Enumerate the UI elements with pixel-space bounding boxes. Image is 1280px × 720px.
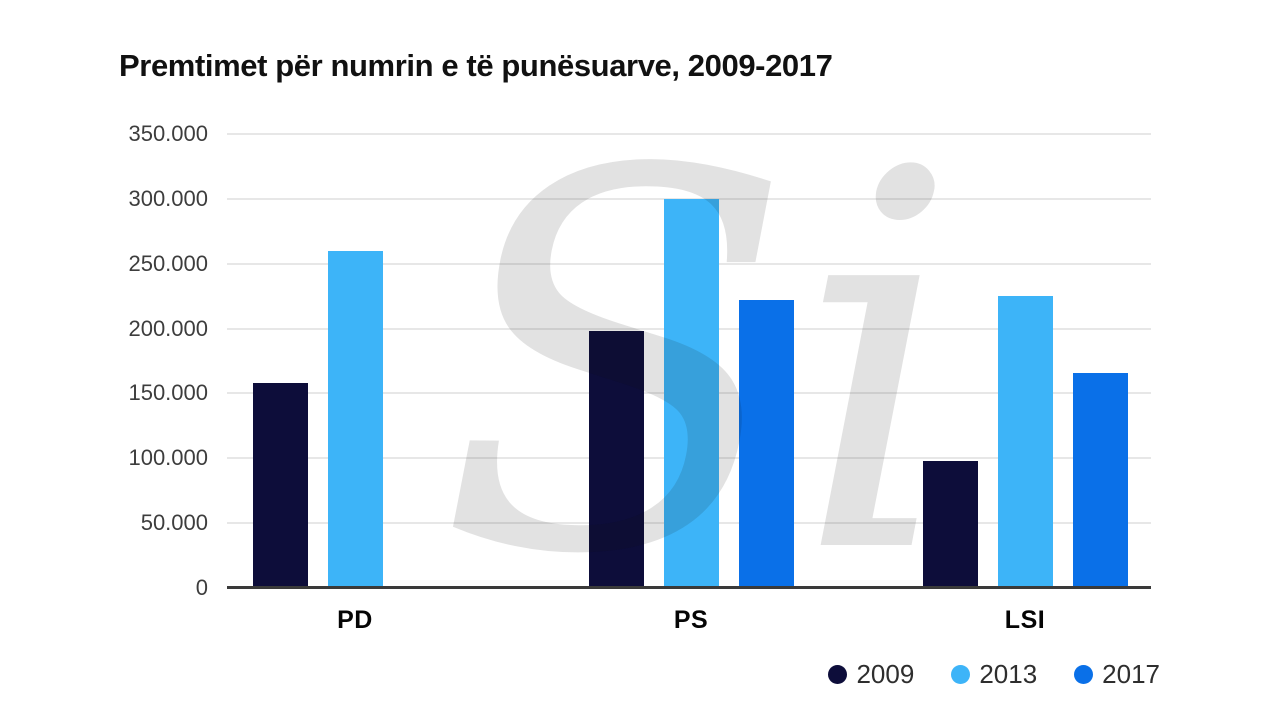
x-category-label-LSI: LSI xyxy=(1004,606,1046,634)
bar-PD-2009 xyxy=(252,383,308,588)
legend-dot-icon-2013 xyxy=(951,664,971,684)
bar-PD-2013 xyxy=(327,250,383,588)
chart-title: Premtimet për numrin e të punësuarve, 20… xyxy=(119,48,833,83)
bar-LSI-2017 xyxy=(1072,372,1128,588)
bar-LSI-2013 xyxy=(997,296,1053,588)
x-category-label-PD: PD xyxy=(337,606,373,634)
y-tick-label-50000: 50.000 xyxy=(140,510,208,536)
legend-dot-icon-2017 xyxy=(1074,664,1094,684)
legend-item-2013: 2013 xyxy=(951,661,1037,687)
bar-LSI-2009 xyxy=(922,460,978,588)
bar-PS-2017 xyxy=(738,300,794,588)
legend-label-2017: 2017 xyxy=(1102,659,1160,689)
y-tick-label-350000: 350.000 xyxy=(128,121,208,146)
legend-dot-icon-2009 xyxy=(828,664,848,684)
legend-item-2017: 2017 xyxy=(1074,661,1160,687)
x-category-label-PS: PS xyxy=(673,606,709,634)
bar-PS-2009 xyxy=(588,331,644,588)
y-tick-label-250000: 250.000 xyxy=(128,250,208,276)
y-tick-label-200000: 200.000 xyxy=(128,315,208,341)
y-tick-label-150000: 150.000 xyxy=(128,380,208,406)
legend-item-2009: 2009 xyxy=(828,661,914,687)
y-tick-label-0: 0 xyxy=(195,575,208,600)
legend: 2009 2013 2017 xyxy=(828,661,1160,687)
legend-label-2013: 2013 xyxy=(979,659,1038,689)
y-tick-label-100000: 100.000 xyxy=(128,445,208,471)
bar-PS-2013 xyxy=(663,198,719,588)
y-tick-label-300000: 300.000 xyxy=(128,185,208,211)
gridline-350000 xyxy=(227,133,1151,135)
legend-label-2009: 2009 xyxy=(856,659,915,689)
x-axis-line xyxy=(227,586,1151,589)
